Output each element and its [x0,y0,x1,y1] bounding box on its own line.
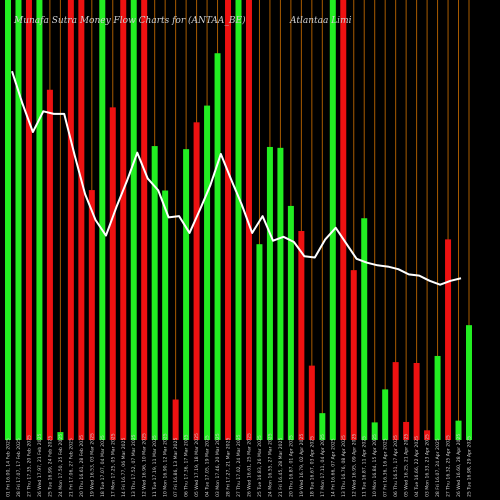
volume-bar [445,239,452,440]
volume-bar [382,389,389,440]
x-tick-label: 18 Tue 16.67, 03 Apr 2025 [309,436,315,497]
volume-bar [245,0,252,440]
bars-layer [5,0,472,441]
x-tick-label: 26 Wed 16.60, 28 Apr 2025 [456,434,462,497]
x-tick-label: 25 Tue 16.99, 24 Feb 2025 [47,436,53,497]
volume-bar [298,231,305,440]
x-tick-label: 14 Fri 16.66, 07 Apr 2025 [330,438,336,497]
volume-bar [455,420,462,440]
x-tick-label: 19 Wed 16.53, 03 Mar 2025 [89,433,95,497]
volume-bar [183,149,190,440]
volume-bar [319,413,326,440]
x-tick-label: 01 Fri 16.00, 14 Feb 2025 [6,438,12,497]
volume-bar [88,190,95,440]
volume-bar [67,0,74,440]
x-tick-labels: 01 Fri 16.00, 14 Feb 2025 28 Fri 17.07, 1… [6,433,473,497]
x-tick-label: 18 Tue 17.07, 04 Mar 2025 [100,435,106,497]
x-tick-label: 24 Mon 16.55, 27 Mar 2025 [267,433,273,497]
chart-title: Munafa Sutra Money Flow Charts for (ANTA… [13,15,246,26]
x-tick-label: 07 Fri 16.36, 16 Apr 2025 [383,438,389,497]
volume-bar [287,205,294,440]
volume-bar [5,0,11,440]
x-tick-label: 04 Tue 16.66, 22 Apr 2025 [414,436,420,497]
x-tick-label: 17 Mon 17.25, 05 Mar 2025 [110,433,116,497]
volume-bar [225,0,232,440]
x-tick-label: 04 Tue 17.05, 19 Mar 2025 [205,435,211,497]
x-tick-label: 27 Thu 17.02, 24 Mar 2025 [236,434,242,497]
volume-bar [120,0,127,440]
volume-bar [371,422,378,440]
volume-bar [151,146,158,440]
volume-bar [193,122,200,440]
x-tick-label: 11 Tue 17.19, 11 Mar 2025 [152,435,158,497]
x-tick-label: 28 Fri 17.27, 21 Mar 2025 [226,437,232,497]
x-tick-label: 10 Mon 16.90, 12 Mar 2025 [163,433,169,497]
price-line [11,70,462,286]
volume-bar [266,146,273,440]
volume-bar [172,399,179,440]
volume-bar [434,355,441,440]
x-tick-label: 07 Fri 16.86, 13 Mar 2025 [173,437,179,497]
x-tick-label: 13 Thu 17.52, 07 Mar 2025 [131,434,137,497]
x-tick-label: 11 Tue 16.87, 11 Apr 2025 [362,436,368,497]
volume-bar [99,0,106,440]
volume-bar [392,362,399,440]
volume-bar [25,0,32,440]
company-name: Atlantaa Limi [289,16,352,26]
x-tick-label: 12 Wed 16.96, 10 Mar 2025 [142,433,148,497]
x-tick-label: 27 Thu 17.35, 20 Feb 2025 [26,435,32,497]
x-tick-label: 21 Fri 16.45, 28 Mar 2025 [278,437,284,497]
volume-bar [109,107,116,441]
volume-bar [329,0,336,440]
x-tick-label: 14 Fri 16.77, 06 Mar 2025 [121,437,127,497]
x-tick-label: 20 Thu 16.61, 28 Feb 2025 [79,435,85,497]
x-tick-label: 05 Wed 17.19, 18 Mar 2025 [194,433,200,497]
volume-bar [141,0,148,440]
volume-bar [130,0,137,440]
x-tick-label: 12 Wed 16.95, 09 Apr 2025 [351,434,357,497]
volume-bar [57,432,64,440]
volume-bar [256,244,263,440]
x-tick-label: 20 Thu 16.87, 01 Apr 2025 [288,435,294,497]
x-tick-label: 10 Mon 16.84, 15 Apr 2025 [372,434,378,497]
volume-bar [204,105,211,440]
x-tick-label: 06 Thu 16.51, 17 Apr 2025 [393,435,399,497]
volume-bar [308,365,315,440]
volume-bar [78,0,85,440]
x-tick-label: 25 Tue 16.83, 26 Mar 2025 [257,435,263,497]
volume-bar [413,363,420,440]
x-tick-label: 25 Tue 16.98, 29 Apr 2025 [467,436,473,497]
x-tick-label: 26 Wed 17.97, 21 Feb 2025 [37,433,43,497]
x-tick-label: 19 Wed 16.79, 02 Apr 2025 [299,434,305,497]
x-tick-label: 24 Mon 17.50, 25 Feb 2025 [58,434,64,497]
volume-bar [235,0,242,440]
x-tick-label: 28 Fri 16.07, 24 Apr 2025 [435,438,441,497]
x-tick-label: 13 Thu 16.76, 08 Apr 2025 [341,435,347,497]
volume-bar [466,325,472,440]
volume-bar [36,0,43,440]
volume-bar [403,421,410,440]
volume-bar [424,430,431,440]
x-tick-label: 28 Fri 17.07, 17 Feb 2025 [16,438,22,497]
x-tick-label: 21 Fri 17.06, 27 Feb 2025 [68,438,74,497]
x-tick-label: 26 Wed 16.61, 25 Mar 2025 [246,433,252,497]
volume-bar [361,218,368,440]
volume-bar [277,147,284,440]
x-tick-label: 06 Thu 17.36, 17 Mar 2025 [184,434,190,497]
volume-bar [15,0,22,440]
x-tick-label: 03 Mon 16.33, 23 Apr 2025 [425,434,431,497]
x-tick-label: 03 Mon 17.46, 20 Mar 2025 [215,433,221,497]
volume-bar [340,0,347,440]
x-tick-label: 27 Thu 16.32, 25 Apr 2025 [446,435,452,497]
price-line-layer [11,70,462,286]
x-tick-label: 17 Mon 17.11, 04 Apr 2025 [320,434,326,497]
volume-bar [46,89,53,440]
volume-bar [350,270,357,440]
x-tick-label: 05 Wed 16.25, 21 Apr 2025 [404,434,410,497]
volume-bar [162,190,169,440]
volume-bar [214,53,221,441]
